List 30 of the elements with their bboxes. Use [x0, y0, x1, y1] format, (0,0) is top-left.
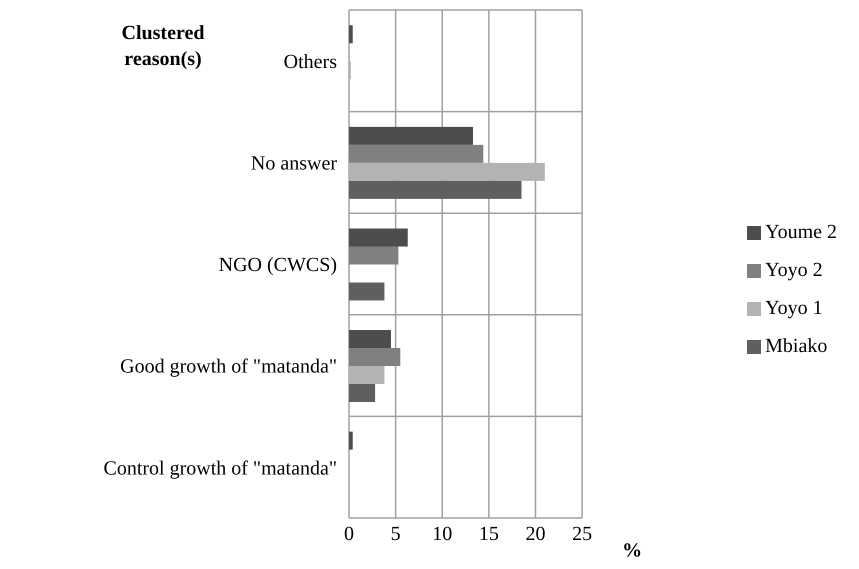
bar	[349, 246, 398, 264]
y-axis-title: Clustered reason(s)	[120, 21, 206, 72]
x-axis-title: %	[622, 540, 642, 562]
bar	[349, 366, 384, 384]
bar	[349, 384, 376, 402]
bar	[349, 228, 408, 246]
x-tick-label: 15	[478, 523, 499, 546]
legend-label: Mbiako	[765, 334, 828, 356]
y-tick-label: Good growth of "matanda"	[120, 356, 337, 378]
x-tick-label: 25	[572, 523, 592, 546]
bar	[349, 432, 353, 450]
bar	[349, 162, 545, 181]
bar	[349, 25, 353, 44]
bar	[349, 144, 484, 163]
bar	[349, 348, 400, 366]
y-tick-label: No answer	[250, 152, 338, 174]
legend-label: Yoyo 2	[765, 258, 823, 280]
bar	[349, 330, 391, 348]
y-tick-label: NGO (CWCS)	[218, 254, 337, 276]
legend-label: Youme 2	[765, 220, 837, 242]
y-tick-label: Others	[284, 50, 338, 73]
legend-label: Yoyo 1	[765, 296, 823, 318]
x-tick-label: 0	[344, 523, 354, 546]
bar	[349, 282, 384, 300]
y-tick-label: Control growth of "matanda"	[103, 457, 337, 480]
x-tick-label: 5	[390, 523, 401, 546]
bar	[349, 126, 474, 145]
x-tick-label: 10	[432, 523, 452, 546]
bar	[349, 180, 522, 199]
x-tick-label: 20	[526, 523, 546, 546]
